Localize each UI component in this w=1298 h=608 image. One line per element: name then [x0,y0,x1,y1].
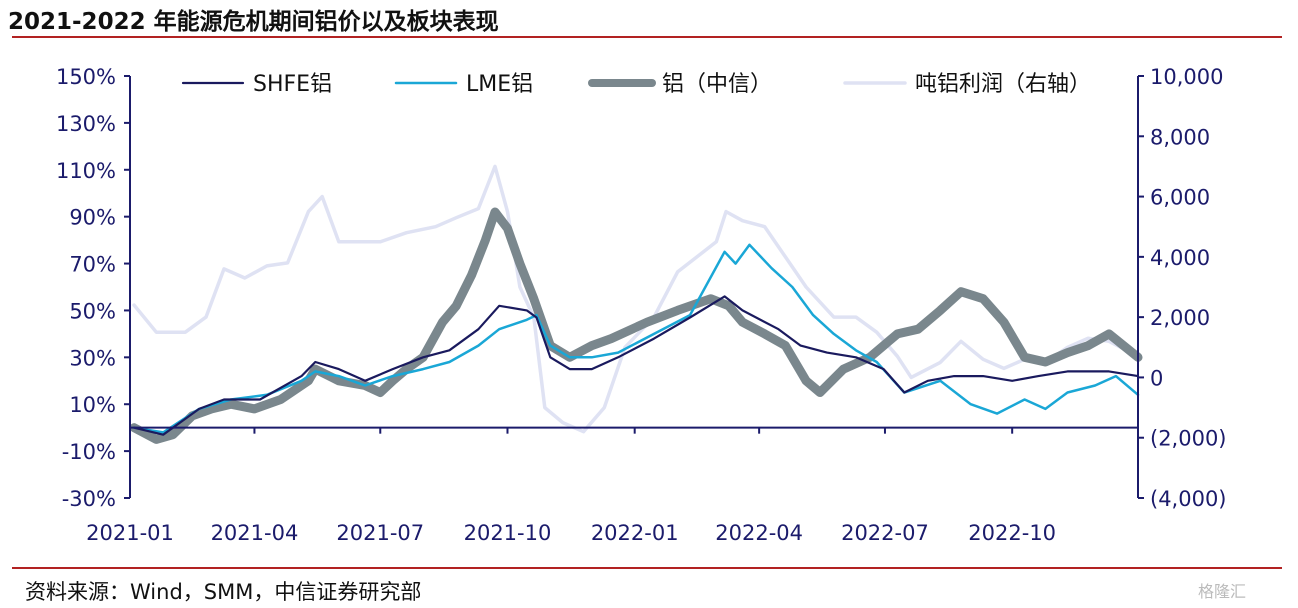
x-tick-label: 2022-10 [968,521,1056,545]
y-left-tick-label: 150% [56,65,116,89]
series-line [132,164,1140,434]
y-left-tick-label: 50% [69,299,116,323]
y-left-tick-label: -30% [62,487,116,511]
watermark-logo: 格隆汇 [1198,582,1247,601]
y-right-tick-label: 10,000 [1150,65,1223,89]
x-tick-label: 2021-07 [336,521,424,545]
x-tick-label: 2021-04 [211,521,299,545]
y-left-tick-label: 70% [69,253,116,277]
x-tick-label: 2022-04 [715,521,803,545]
legend: SHFE铝 LME铝 铝（中信） 吨铝利润（右轴） [181,72,1091,97]
y-right-tick-label: 6,000 [1150,186,1210,210]
y-left-tick-label: 130% [56,112,116,136]
series-layer [129,164,1143,444]
y-right-tick-label: 0 [1150,366,1163,390]
legend-label: LME铝 [466,72,533,97]
axes-layer: 150% 130% 110% 90% 70% 50% 30% 10% -10% -30% 10,00… [56,65,1227,545]
y-right-tick-label: (4,000) [1150,487,1227,511]
x-tick-label: 2021-01 [86,521,174,545]
x-tick-label: 2022-01 [591,521,679,545]
y-left-tick-label: 30% [69,346,116,370]
series-line [129,207,1143,444]
y-left-tick-label: -10% [62,440,116,464]
y-left-tick-label: 10% [69,393,116,417]
series-line [132,243,1140,434]
top-divider [12,36,1282,38]
y-right-tick-label: 2,000 [1150,306,1210,330]
source-note: 资料来源：Wind，SMM，中信证券研究部 [25,580,422,604]
y-right-tick-label: 8,000 [1150,125,1210,149]
y-left-tick-label: 90% [69,206,116,230]
legend-label: 吨铝利润（右轴） [915,72,1091,97]
legend-label: 铝（中信） [662,72,772,97]
y-left-tick-label: 110% [56,159,116,183]
chart-title: 2021-2022 年能源危机期间铝价以及板块表现 [8,9,499,35]
series-line [133,295,1140,436]
bottom-divider [12,567,1282,569]
x-tick-label: 2022-07 [841,521,929,545]
y-right-tick-label: 4,000 [1150,246,1210,270]
legend-label: SHFE铝 [253,72,332,97]
x-tick-label: 2021-10 [464,521,552,545]
y-right-tick-label: (2,000) [1150,427,1227,451]
